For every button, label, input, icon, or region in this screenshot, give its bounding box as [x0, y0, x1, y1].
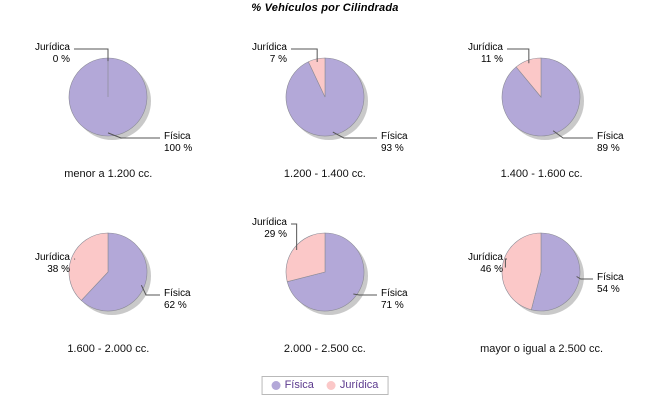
pie-chart-grid: Jurídica 0 % Física 100 % menor a 1.200 cc. J…: [0, 22, 650, 372]
pie-caption: 1.400 - 1.600 cc.: [500, 168, 583, 180]
pie-chart-5: Jurídica 29 % Física 71 % 2.000 - 2.500 cc.: [217, 197, 434, 372]
pie-label-juridica-name: Jurídica: [252, 217, 287, 228]
pie-slice-juridica[interactable]: [285, 232, 325, 283]
pie-slice-juridica[interactable]: [501, 232, 542, 311]
pie-label-fisica-name: Física: [597, 272, 624, 283]
legend-swatch-icon: [326, 380, 336, 390]
pie-label-fisica-value: 54 %: [597, 284, 620, 295]
pie-slice-fisica[interactable]: [286, 232, 364, 312]
pie-label-fisica-value: 62 %: [164, 300, 187, 311]
pie-slice-fisica[interactable]: [531, 232, 581, 312]
pie-label-juridica-value: 11 %: [481, 54, 503, 65]
pie-slice-juridica[interactable]: [516, 57, 542, 98]
leader-line-fisica: [352, 293, 377, 296]
pie-label-juridica-name: Jurídica: [468, 252, 503, 263]
pie-caption: mayor o igual a 2.500 cc.: [480, 343, 604, 355]
leader-line-fisica: [140, 284, 160, 296]
leader-line-fisica: [553, 130, 594, 139]
pie-label-juridica-value: 29 %: [264, 229, 287, 240]
pie-slice-juridica[interactable]: [68, 232, 109, 301]
pie-chart-6: Jurídica 46 % Física 54 % mayor o igual a 2.…: [433, 197, 650, 372]
pie-label-juridica-value: 0 %: [53, 54, 70, 65]
legend-label: Física: [284, 379, 314, 391]
pie-slice-juridica[interactable]: [307, 57, 325, 98]
leader-line-fisica: [576, 276, 594, 280]
pie-chart-1: Jurídica 0 % Física 100 % menor a 1.200 cc.: [0, 22, 217, 197]
legend-item-juridica[interactable]: Jurídica: [326, 379, 379, 391]
pie-label-juridica-name: Jurídica: [35, 42, 70, 53]
pie-slice-fisica[interactable]: [80, 232, 148, 312]
pie-caption: menor a 1.200 cc.: [64, 168, 153, 180]
pie-chart-4: Jurídica 38 % Física 62 % 1.600 - 2.000 cc.: [0, 197, 217, 372]
legend-swatch-icon: [271, 380, 281, 390]
legend-label: Jurídica: [339, 379, 379, 391]
leader-line-juridica: [507, 48, 530, 64]
pie-caption: 1.600 - 2.000 cc.: [67, 343, 150, 355]
leader-line-fisica: [332, 131, 377, 139]
pie-caption: 1.200 - 1.400 cc.: [283, 168, 366, 180]
pie-label-juridica-name: Jurídica: [35, 252, 70, 263]
pie-label-juridica-value: 46 %: [481, 264, 504, 275]
page-title: % Vehículos por Cilindrada: [251, 2, 399, 14]
pie-label-fisica-name: Física: [381, 288, 408, 299]
legend-item-fisica[interactable]: Física: [271, 379, 314, 391]
pie-label-fisica-name: Física: [381, 131, 408, 142]
pie-label-fisica-value: 93 %: [381, 143, 404, 154]
pie-label-fisica-value: 71 %: [381, 300, 404, 311]
pie-label-juridica-value: 7 %: [269, 54, 286, 65]
pie-label-juridica-name: Jurídica: [252, 42, 287, 53]
leader-line-fisica: [107, 132, 160, 139]
pie-chart-2: Jurídica 7 % Física 93 % 1.200 - 1.400 cc.: [217, 22, 434, 197]
pie-label-fisica-name: Física: [164, 131, 191, 142]
pie-label-juridica-name: Jurídica: [468, 42, 503, 53]
pie-label-juridica-value: 38 %: [47, 264, 70, 275]
pie-label-fisica-value: 89 %: [597, 143, 620, 154]
leader-line-juridica: [505, 258, 508, 268]
pie-label-fisica-value: 100 %: [164, 143, 192, 154]
chart-legend: Física Jurídica: [261, 376, 389, 395]
pie-chart-3: Jurídica 11 % Física 89 % 1.400 - 1.600 cc.: [433, 22, 650, 197]
pie-label-fisica-name: Física: [164, 288, 191, 299]
leader-line-juridica: [73, 48, 109, 62]
pie-caption: 2.000 - 2.500 cc.: [283, 343, 366, 355]
pie-label-fisica-name: Física: [597, 131, 624, 142]
leader-line-juridica: [290, 48, 318, 62]
leader-line-juridica: [290, 223, 297, 251]
